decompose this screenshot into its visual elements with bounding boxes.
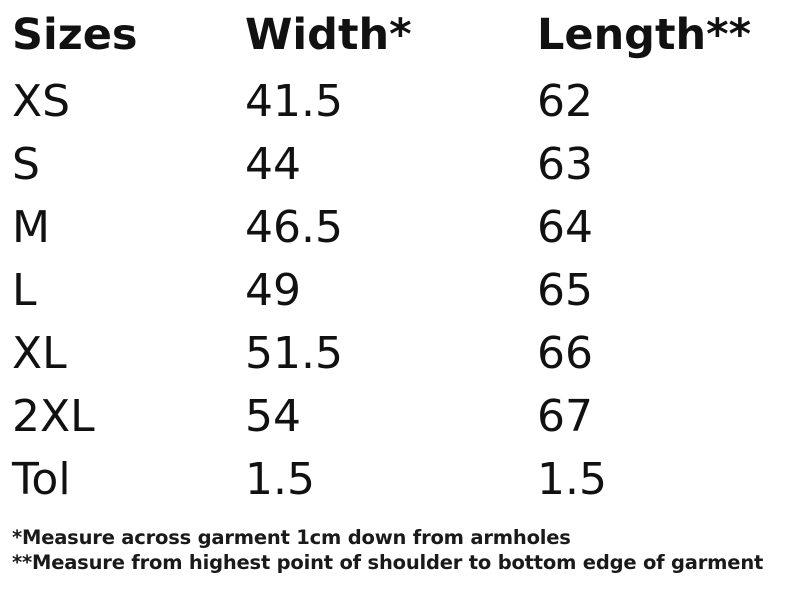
cell-size: XL (12, 328, 67, 379)
table-row: 2XL 54 67 (0, 387, 800, 447)
table-header-row: Sizes Width* Length** (0, 5, 800, 65)
cell-length: 62 (537, 76, 593, 127)
table-row: S 44 63 (0, 135, 800, 195)
cell-length: 63 (537, 139, 593, 190)
header-sizes: Sizes (12, 10, 138, 60)
table-row: XL 51.5 66 (0, 324, 800, 384)
cell-size: Tol (12, 454, 71, 505)
cell-width: 51.5 (245, 328, 343, 379)
cell-width: 41.5 (245, 76, 343, 127)
cell-size: S (12, 139, 40, 190)
cell-size: 2XL (12, 391, 95, 442)
cell-size: M (12, 202, 50, 253)
cell-width: 54 (245, 391, 301, 442)
header-width: Width* (245, 10, 412, 60)
table-row: Tol 1.5 1.5 (0, 450, 800, 510)
footnote-length: **Measure from highest point of shoulder… (12, 551, 764, 574)
cell-width: 46.5 (245, 202, 343, 253)
cell-length: 67 (537, 391, 593, 442)
cell-length: 65 (537, 265, 593, 316)
cell-length: 64 (537, 202, 593, 253)
header-length: Length** (537, 10, 752, 60)
cell-size: L (12, 265, 37, 316)
cell-width: 44 (245, 139, 301, 190)
table-row: XS 41.5 62 (0, 72, 800, 132)
cell-width: 49 (245, 265, 301, 316)
table-row: M 46.5 64 (0, 198, 800, 258)
cell-size: XS (12, 76, 71, 127)
cell-length: 1.5 (537, 454, 607, 505)
footnote-width: *Measure across garment 1cm down from ar… (12, 526, 571, 549)
cell-length: 66 (537, 328, 593, 379)
cell-width: 1.5 (245, 454, 315, 505)
table-row: L 49 65 (0, 261, 800, 321)
